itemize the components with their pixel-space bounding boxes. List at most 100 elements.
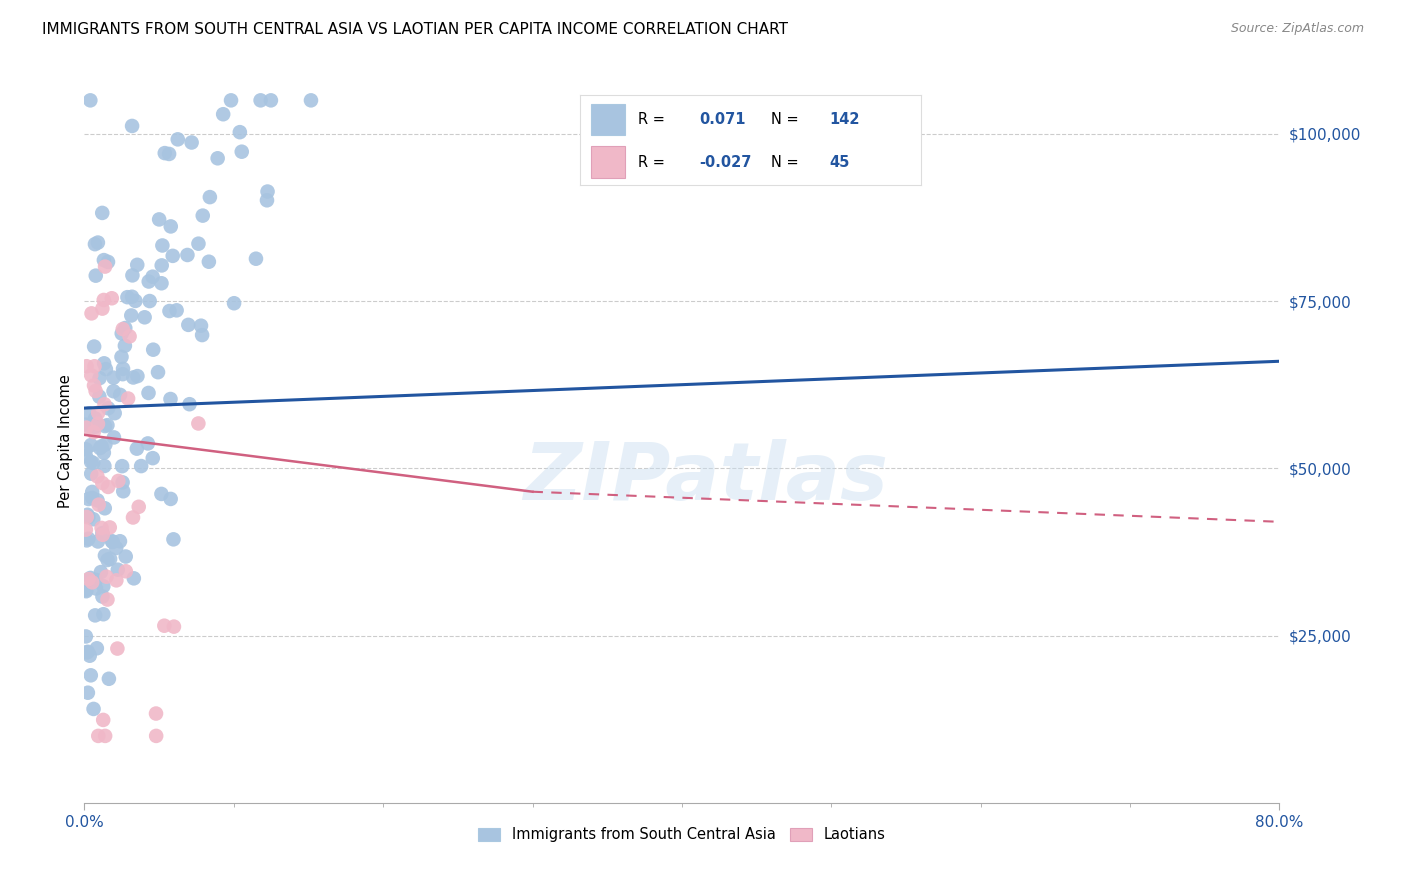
Point — [114, 564, 136, 578]
Point — [118, 329, 141, 343]
Point — [91, 528, 114, 542]
Point — [84, 384, 107, 398]
Point — [83, 419, 105, 434]
Point — [82, 456, 104, 470]
Point — [138, 386, 160, 401]
Point — [93, 607, 115, 622]
Point — [90, 565, 112, 579]
Point — [94, 501, 117, 516]
Point — [91, 590, 114, 604]
Point — [212, 107, 235, 121]
Point — [138, 275, 160, 289]
Point — [121, 268, 143, 283]
Point — [96, 418, 118, 433]
Point — [150, 259, 173, 273]
Point — [198, 190, 221, 204]
Point — [97, 672, 120, 686]
Point — [179, 397, 201, 411]
Point — [107, 474, 129, 488]
Point — [145, 729, 167, 743]
Point — [159, 392, 181, 406]
Point — [136, 436, 159, 450]
Point — [177, 318, 200, 332]
Point — [260, 94, 283, 108]
Point — [150, 238, 173, 252]
Point — [82, 512, 104, 526]
Point — [79, 648, 101, 663]
Point — [191, 209, 214, 223]
Point — [76, 359, 98, 374]
Point — [94, 362, 117, 376]
Point — [153, 618, 176, 632]
Point — [148, 212, 170, 227]
Point — [105, 541, 128, 555]
Point — [87, 406, 110, 420]
Point — [80, 368, 103, 383]
Point — [103, 370, 125, 384]
Point — [76, 508, 98, 522]
Point — [94, 729, 117, 743]
Point — [93, 356, 115, 370]
Point — [93, 293, 115, 307]
Point — [114, 321, 136, 335]
Point — [79, 94, 101, 108]
Point — [245, 252, 267, 266]
Point — [80, 306, 103, 320]
Point — [91, 579, 114, 593]
Point — [101, 535, 124, 549]
Point — [75, 584, 97, 599]
Point — [76, 645, 98, 659]
Point — [207, 151, 229, 165]
Point — [77, 532, 100, 546]
Point — [142, 343, 165, 357]
Point — [150, 277, 173, 291]
Point — [159, 491, 181, 506]
Point — [104, 406, 127, 420]
Point — [150, 487, 173, 501]
Point — [80, 455, 103, 469]
Point — [299, 94, 322, 108]
Point — [108, 388, 131, 402]
Point — [87, 498, 110, 512]
Point — [146, 365, 169, 379]
Point — [108, 534, 131, 549]
Point — [84, 573, 107, 587]
Point — [97, 480, 120, 494]
Point — [86, 469, 108, 483]
Point — [166, 303, 188, 318]
Point — [112, 484, 135, 499]
Point — [83, 702, 105, 716]
Point — [157, 147, 180, 161]
Point — [98, 552, 121, 566]
Point — [101, 291, 124, 305]
Point — [93, 458, 115, 473]
Point — [190, 318, 212, 333]
Point — [77, 686, 100, 700]
Point — [82, 575, 104, 590]
Point — [159, 219, 181, 234]
Point — [138, 294, 160, 309]
Point — [94, 419, 117, 434]
Point — [105, 574, 128, 588]
Point — [122, 510, 145, 524]
Point — [111, 367, 134, 381]
Point — [180, 136, 202, 150]
Point — [84, 268, 107, 283]
Point — [84, 608, 107, 623]
Point — [101, 534, 124, 549]
Point — [229, 125, 252, 139]
Point — [222, 296, 245, 310]
Point — [121, 119, 143, 133]
Point — [93, 446, 115, 460]
Point — [111, 475, 134, 490]
Point — [80, 668, 103, 682]
Point — [82, 484, 104, 499]
Text: ZIPatlas: ZIPatlas — [523, 439, 889, 516]
Point — [128, 500, 150, 514]
Point — [90, 521, 112, 535]
Point — [87, 534, 110, 549]
Point — [93, 397, 115, 411]
Point — [110, 350, 132, 364]
Point — [105, 641, 128, 656]
Point — [134, 310, 156, 325]
